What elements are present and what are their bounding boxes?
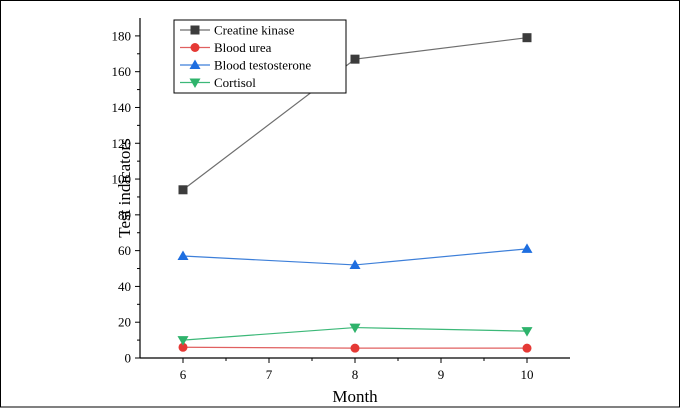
data-point-cortisol xyxy=(521,327,533,337)
y-axis-label: Test indicators xyxy=(115,138,134,237)
x-tick-label: 7 xyxy=(266,367,273,382)
y-tick-label: 160 xyxy=(112,64,132,79)
legend-label-blood-testosterone: Blood testosterone xyxy=(214,58,311,73)
data-point-creatine-kinase xyxy=(350,54,360,64)
legend-label-creatine-kinase: Creatine kinase xyxy=(214,23,295,38)
data-point-creatine-kinase xyxy=(178,185,188,195)
series-creatine-kinase xyxy=(178,33,532,195)
legend-box xyxy=(173,19,347,94)
data-point-blood-testosterone xyxy=(349,259,361,269)
legend-label-cortisol: Cortisol xyxy=(214,75,256,90)
y-tick-label: 120 xyxy=(112,136,132,151)
x-tick-label: 6 xyxy=(180,367,187,382)
data-point-cortisol xyxy=(177,336,189,346)
y-tick-label: 80 xyxy=(118,207,131,222)
legend: Creatine kinase Blood urea Blood testoster… xyxy=(173,19,347,94)
data-point-creatine-kinase xyxy=(522,33,532,43)
y-tick-label: 20 xyxy=(118,315,131,330)
data-point-blood-urea xyxy=(178,342,188,352)
y-tick-label: 60 xyxy=(118,243,131,258)
x-axis-label: Month xyxy=(332,387,378,406)
y-tick-label: 0 xyxy=(125,351,132,366)
data-point-cortisol xyxy=(349,323,361,334)
y-tick-label: 140 xyxy=(112,100,132,115)
legend-marker-cortisol xyxy=(189,78,201,88)
legend-marker-blood-urea xyxy=(190,43,200,52)
series-blood-urea xyxy=(178,342,532,353)
x-tick-label: 10 xyxy=(521,367,534,382)
legend-marker-creatine-kinase xyxy=(190,25,200,35)
legend-marker-blood-testosterone xyxy=(189,59,201,69)
y-tick-label: 40 xyxy=(118,279,131,294)
y-tick-label: 180 xyxy=(112,28,132,43)
data-point-blood-testosterone xyxy=(177,250,189,260)
series-blood-testosterone xyxy=(177,243,533,269)
data-point-blood-urea xyxy=(522,343,532,353)
series-cortisol xyxy=(177,323,533,346)
legend-label-blood-urea: Blood urea xyxy=(214,40,272,55)
data-point-blood-urea xyxy=(350,343,360,353)
plot-area: 0 20 40 60 80 100 120 140 160 180 6 7 8 9 10 xyxy=(112,18,570,382)
x-tick-label: 9 xyxy=(438,367,445,382)
x-tick-label: 8 xyxy=(352,367,359,382)
y-tick-label: 100 xyxy=(112,172,132,187)
data-point-blood-testosterone xyxy=(521,243,533,253)
